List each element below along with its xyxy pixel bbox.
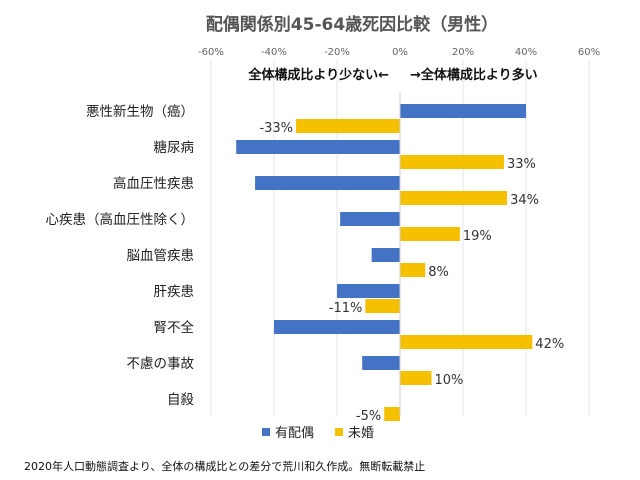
data-label: 10%	[435, 373, 464, 388]
data-label: 33%	[507, 157, 536, 172]
data-label: 8%	[428, 265, 449, 280]
footnote: 2020年人口動態調査より、全体の構成比との差分で荒川和久作成。無断転載禁止	[24, 459, 425, 473]
x-tick-label: -20%	[324, 47, 350, 58]
category-label: 高血圧性疾患	[113, 175, 194, 192]
chart-title: 配偶関係別45-64歳死因比較（男性）	[206, 14, 498, 35]
data-labels: -33% 33% 34% 19% 8% -11% 42% 10% -5%	[259, 121, 564, 424]
category-label: 肝疾患	[154, 284, 195, 300]
data-label: -5%	[356, 409, 381, 424]
bars	[236, 104, 533, 421]
x-tick-label: 20%	[452, 47, 474, 58]
bar-mikon	[365, 299, 400, 313]
x-tick-label: 0%	[392, 47, 408, 58]
x-tick-label: -40%	[261, 47, 287, 58]
category-label: 心疾患（高血圧性除く）	[46, 211, 195, 228]
category-label: 腎不全	[154, 319, 195, 336]
bar-haigu	[274, 320, 400, 334]
x-tick-label: 60%	[578, 47, 600, 58]
data-label: 34%	[510, 193, 539, 208]
bar-mikon	[400, 227, 460, 241]
bar-haigu	[337, 284, 400, 298]
legend: 有配偶 未婚	[262, 426, 374, 441]
data-label: -11%	[329, 301, 363, 316]
bar-mikon	[296, 119, 400, 133]
bar-haigu	[400, 104, 526, 118]
category-label: 不慮の事故	[127, 356, 195, 372]
bar-mikon	[400, 371, 432, 385]
category-label: 悪性新生物（癌）	[86, 104, 194, 120]
legend-swatch	[262, 428, 270, 436]
bar-mikon	[400, 155, 504, 169]
data-label: 19%	[463, 229, 492, 244]
x-tick-label: 40%	[515, 47, 537, 58]
category-label: 脳血管疾患	[127, 248, 195, 264]
legend-label: 未婚	[348, 426, 374, 441]
bar-haigu	[236, 140, 400, 154]
bar-haigu	[255, 176, 400, 190]
annotation-more-than-total: →全体構成比より多い	[410, 67, 538, 83]
bar-mikon	[400, 191, 508, 205]
category-label: 糖尿病	[154, 140, 195, 156]
legend-label: 有配偶	[275, 426, 314, 441]
bar-mikon	[384, 407, 400, 421]
bar-mikon	[400, 263, 426, 277]
bar-haigu	[340, 212, 400, 226]
bar-mikon	[400, 335, 533, 349]
x-tick-label: -60%	[198, 47, 224, 58]
x-axis-ticks: -60% -40% -20% 0% 20% 40% 60%	[198, 47, 600, 58]
category-label: 自殺	[167, 392, 194, 408]
data-label: -33%	[259, 121, 293, 136]
bar-haigu	[362, 356, 400, 370]
legend-swatch	[335, 428, 343, 436]
data-label: 42%	[535, 337, 564, 352]
annotation-less-than-total: 全体構成比より少ない←	[247, 67, 389, 83]
bar-haigu	[371, 248, 400, 262]
